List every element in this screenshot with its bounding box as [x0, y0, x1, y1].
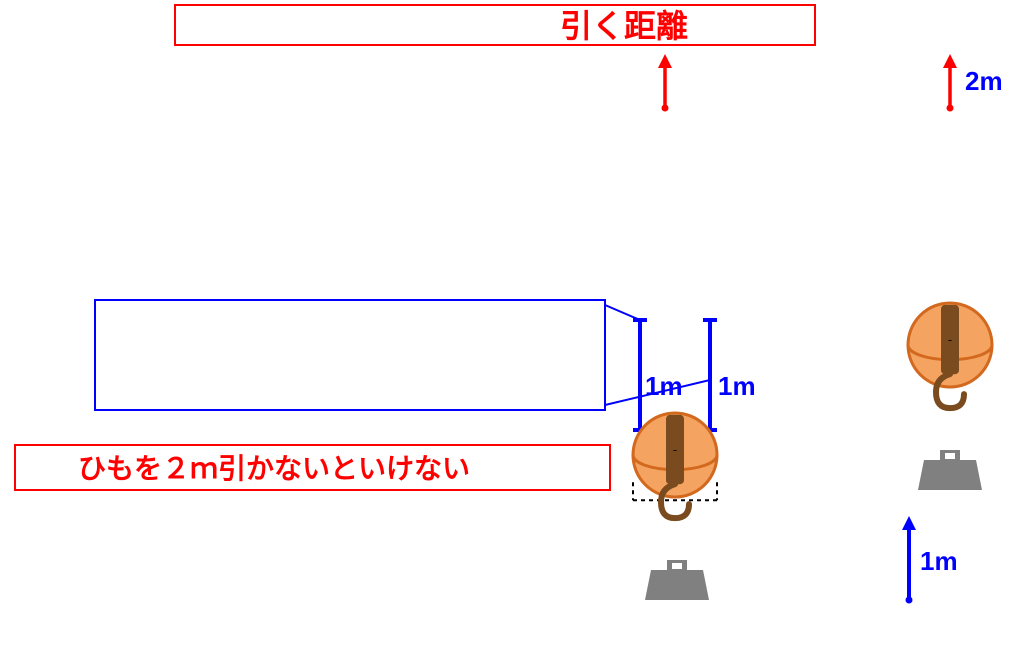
- note-text: ひもを２ｍ引かないといけない: [78, 453, 470, 484]
- pull-distance-label: 2m: [965, 66, 1003, 96]
- explain-box: [95, 300, 605, 410]
- lift-1m-label: 1m: [920, 546, 958, 576]
- distance-1m: 1m: [718, 371, 756, 401]
- title-text: 引く距離: [560, 8, 688, 44]
- title-box: [175, 5, 815, 45]
- distance-1m: 1m: [645, 371, 683, 401]
